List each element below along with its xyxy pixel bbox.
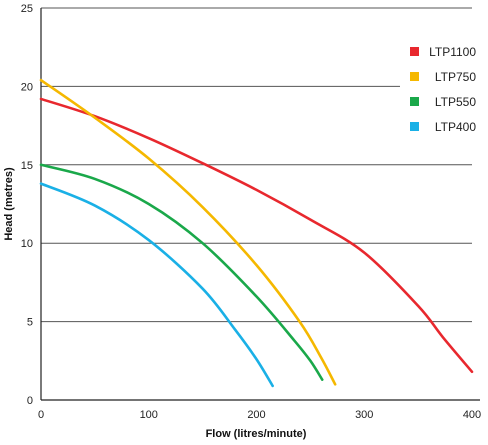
axes xyxy=(40,8,480,401)
series-line-ltp550 xyxy=(39,163,324,381)
x-tick-label-100: 100 xyxy=(140,409,158,421)
series-lines xyxy=(39,78,474,388)
y-tick-label-5: 5 xyxy=(27,317,33,329)
x-tick-label-0: 0 xyxy=(38,409,44,421)
x-tick-label-200: 200 xyxy=(247,409,265,421)
x-tick-label-300: 300 xyxy=(355,409,373,421)
y-axis-label: Head (metres) xyxy=(3,167,15,241)
legend-label-ltp1100: LTP1100 xyxy=(429,45,476,59)
legend-swatch-ltp400 xyxy=(410,122,419,131)
legend: LTP1100 LTP750 LTP550 LTP400 xyxy=(400,40,486,140)
legend-swatch-ltp550 xyxy=(410,97,419,106)
y-tick-label-25: 25 xyxy=(21,3,33,15)
y-tick-label-0: 0 xyxy=(27,395,33,407)
legend-label-ltp750: LTP750 xyxy=(435,70,476,84)
series-line-ltp400 xyxy=(39,182,274,388)
series-line-ltp750 xyxy=(39,78,337,386)
y-tick-label-15: 15 xyxy=(21,160,33,172)
legend-label-ltp550: LTP550 xyxy=(435,95,476,109)
legend-swatch-ltp750 xyxy=(410,72,419,81)
tick-labels: 0 5 10 15 20 25 0 100 200 300 400 xyxy=(21,3,481,421)
y-tick-label-20: 20 xyxy=(21,81,33,93)
x-axis-label: Flow (litres/minute) xyxy=(206,428,307,440)
legend-swatch-ltp1100 xyxy=(410,47,419,56)
y-tick-label-10: 10 xyxy=(21,238,33,250)
legend-label-ltp400: LTP400 xyxy=(435,120,476,134)
x-tick-label-400: 400 xyxy=(463,409,481,421)
series-line-ltp1100 xyxy=(39,97,474,374)
